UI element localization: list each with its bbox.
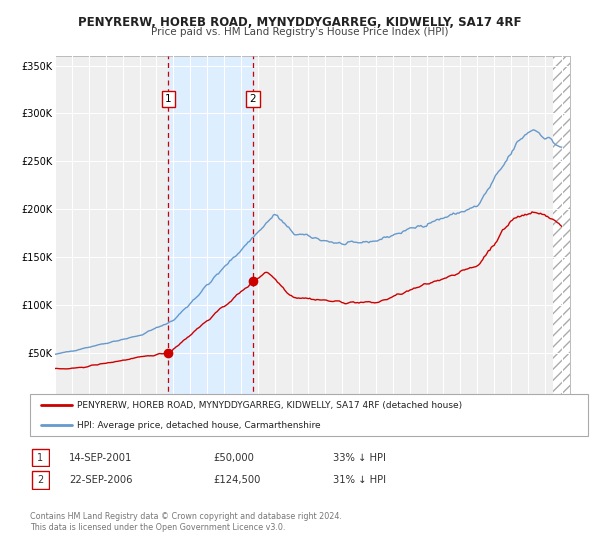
Text: HPI: Average price, detached house, Carmarthenshire: HPI: Average price, detached house, Carm… — [77, 421, 321, 430]
Text: 22-SEP-2006: 22-SEP-2006 — [69, 475, 133, 485]
FancyBboxPatch shape — [30, 394, 588, 436]
Text: 31% ↓ HPI: 31% ↓ HPI — [333, 475, 386, 485]
Text: PENYRERW, HOREB ROAD, MYNYDDYGARREG, KIDWELLY, SA17 4RF (detached house): PENYRERW, HOREB ROAD, MYNYDDYGARREG, KID… — [77, 400, 463, 409]
Text: 14-SEP-2001: 14-SEP-2001 — [69, 452, 133, 463]
Text: £124,500: £124,500 — [213, 475, 260, 485]
Text: 2: 2 — [37, 475, 43, 485]
Text: 2: 2 — [250, 94, 256, 104]
Text: 33% ↓ HPI: 33% ↓ HPI — [333, 452, 386, 463]
Text: £50,000: £50,000 — [213, 452, 254, 463]
Text: PENYRERW, HOREB ROAD, MYNYDDYGARREG, KIDWELLY, SA17 4RF: PENYRERW, HOREB ROAD, MYNYDDYGARREG, KID… — [78, 16, 522, 29]
Bar — [169, 56, 253, 400]
Text: Price paid vs. HM Land Registry's House Price Index (HPI): Price paid vs. HM Land Registry's House … — [151, 27, 449, 37]
Text: This data is licensed under the Open Government Licence v3.0.: This data is licensed under the Open Gov… — [30, 523, 286, 532]
Bar — [553, 56, 570, 400]
Text: Contains HM Land Registry data © Crown copyright and database right 2024.: Contains HM Land Registry data © Crown c… — [30, 512, 342, 521]
FancyBboxPatch shape — [32, 471, 49, 489]
Text: 1: 1 — [165, 94, 172, 104]
Text: 1: 1 — [37, 452, 43, 463]
FancyBboxPatch shape — [32, 449, 49, 466]
